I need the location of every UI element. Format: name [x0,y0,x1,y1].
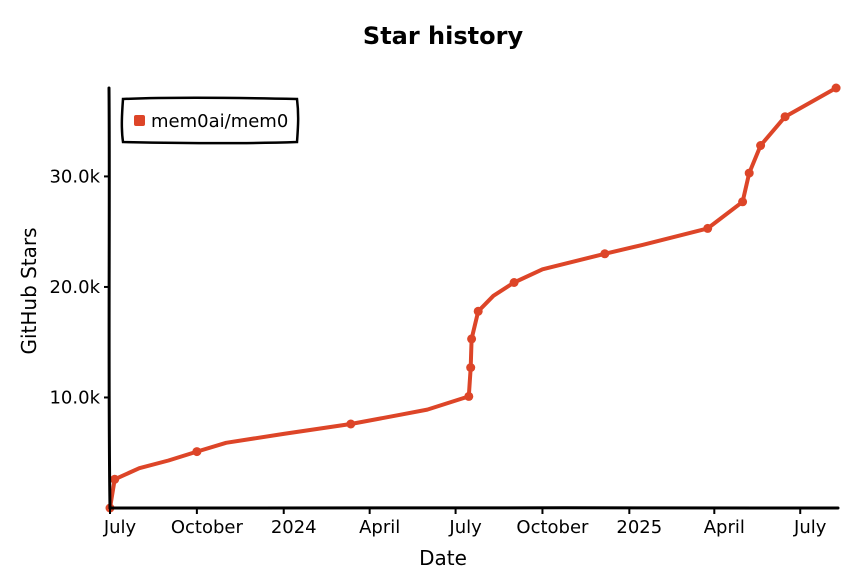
data-point [466,363,476,373]
data-point [464,391,474,401]
x-axis-ticks: July October 2024 April July October 2025 April… [103,508,827,538]
data-point [192,447,202,457]
data-point [703,223,713,233]
chart-title: Star history [363,22,524,50]
y-axis-ticks: 10.0k 20.0k 30.0k [49,166,110,408]
y-axis-line [107,86,112,510]
y-tick-label: 20.0k [49,277,100,298]
data-point [738,197,748,207]
y-tick-label: 10.0k [49,387,100,408]
data-point [744,168,754,178]
legend-box [120,96,300,145]
data-point [509,278,519,287]
x-tick-label: 2024 [271,517,317,538]
x-tick-label: October [516,517,589,538]
data-point [110,474,120,484]
data-point [600,249,610,259]
data-point [756,141,766,150]
plot-area [105,83,841,513]
data-point [473,306,483,316]
legend: mem0ai/mem0 [120,96,300,145]
x-axis-label: Date [419,546,467,570]
x-tick-label: July [103,517,137,538]
x-tick-label: 2025 [616,517,662,538]
data-point [467,334,477,344]
series-line-mem0 [108,86,839,510]
x-tick-label: October [171,517,244,538]
legend-entry-label: mem0ai/mem0 [151,111,288,132]
x-tick-label: April [704,517,745,538]
x-tick-label: April [359,517,400,538]
y-tick-label: 30.0k [49,166,100,187]
legend-swatch [134,115,145,126]
x-tick-label: July [793,517,827,538]
y-axis-label: GitHub Stars [17,227,41,354]
x-axis-line [108,506,840,510]
data-point [831,83,841,93]
data-point [346,419,356,429]
x-tick-label: July [448,517,482,538]
data-point [780,112,790,122]
